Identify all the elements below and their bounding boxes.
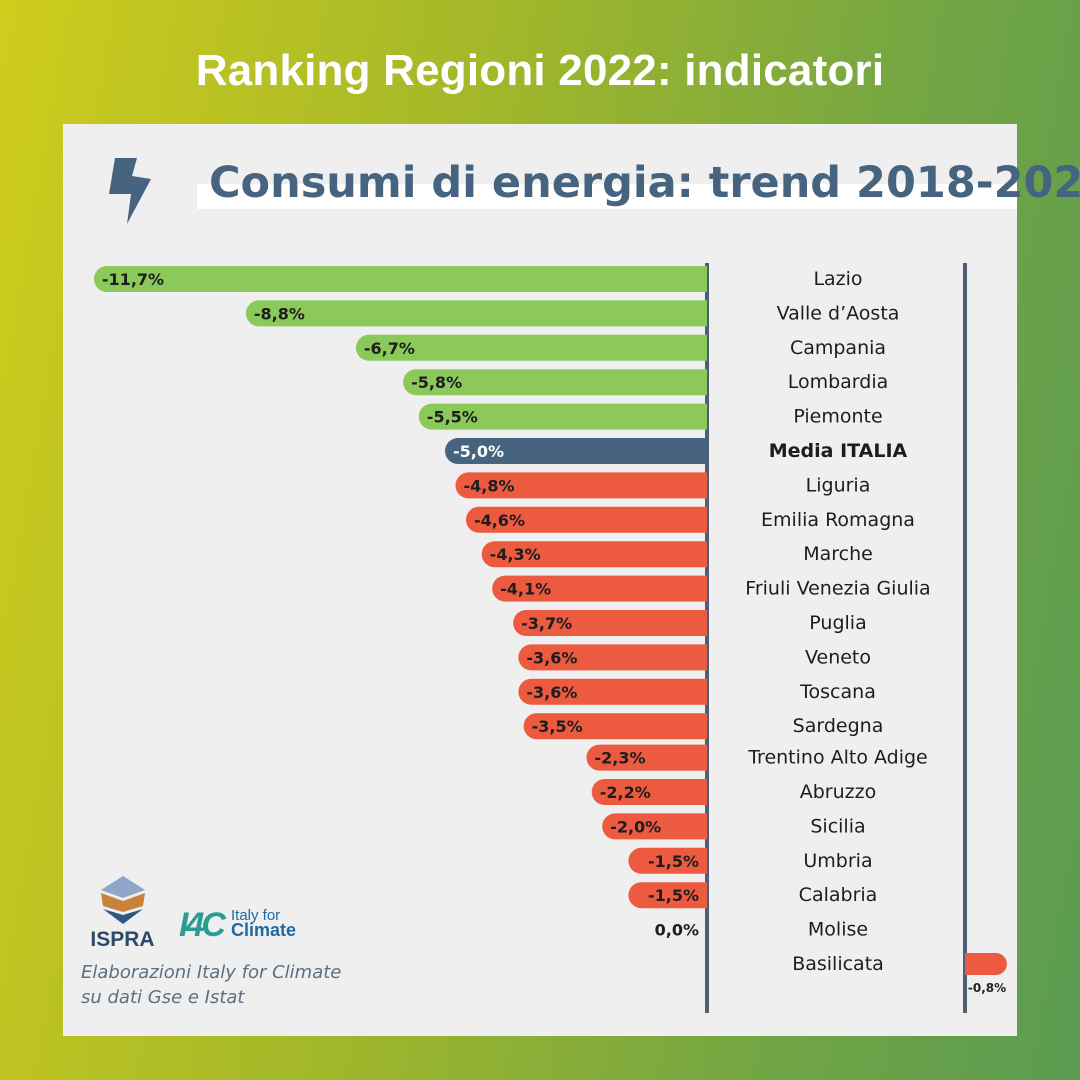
category-label-20: Basilicata: [792, 953, 884, 975]
bar-16: [602, 813, 707, 840]
category-label-5: Media ITALIA: [769, 440, 908, 462]
category-label-17: Umbria: [803, 850, 872, 872]
source-line-2: su dati Gse e Istat: [81, 987, 245, 1008]
category-label-3: Lombardia: [788, 371, 889, 393]
source-note: Elaborazioni Italy for Climate su dati G…: [81, 960, 411, 1010]
chart-card: Consumi di energia: trend 2018-2020 -11,…: [63, 124, 1080, 1036]
bar-1: [245, 300, 708, 327]
bar-value-label-5: -5,0%: [453, 442, 504, 461]
bar-4: [418, 403, 707, 430]
category-label-10: Puglia: [809, 612, 866, 634]
bar-value-label-2: -6,7%: [364, 339, 415, 358]
bar-value-label-18: -1,5%: [648, 886, 699, 905]
bar-9: [492, 575, 707, 602]
category-label-8: Marche: [803, 543, 873, 565]
bar-20: [965, 953, 1007, 975]
bar-value-label-0: -11,7%: [102, 270, 164, 289]
category-label-9: Friuli Venezia Giulia: [745, 578, 930, 600]
bar-value-label-11: -3,6%: [526, 648, 577, 667]
category-label-14: Trentino Alto Adige: [747, 747, 928, 769]
bar-value-label-3: -5,8%: [411, 373, 462, 392]
bar-8: [481, 541, 707, 568]
bar-value-label-1: -8,8%: [254, 304, 305, 323]
bar-value-label-9: -4,1%: [500, 580, 551, 599]
category-label-7: Emilia Romagna: [761, 509, 915, 531]
secondary-axis-line: [963, 263, 967, 1013]
category-label-16: Sicilia: [810, 815, 865, 837]
bar-value-label-20: -0,8%: [968, 981, 1006, 995]
category-label-11: Veneto: [805, 646, 871, 668]
category-label-19: Molise: [808, 919, 868, 941]
bar-value-label-13: -3,5%: [532, 717, 583, 736]
bar-value-label-6: -4,8%: [463, 476, 514, 495]
bar-11: [518, 644, 707, 671]
bar-17: [628, 847, 707, 874]
bar-value-label-16: -2,0%: [610, 817, 661, 836]
bar-13: [523, 713, 707, 740]
bar-value-label-10: -3,7%: [521, 614, 572, 633]
bar-value-label-7: -4,6%: [474, 511, 525, 530]
category-label-12: Toscana: [799, 681, 876, 703]
bar-15: [591, 779, 707, 805]
ispra-logo-text: ISPRA: [90, 928, 155, 951]
i4c-logo-mark: I4C: [179, 906, 226, 944]
bar-14: [586, 744, 707, 771]
logos: ISPRA I4C Italy for Climate: [85, 876, 405, 956]
i4c-name-line2: Climate: [231, 920, 297, 940]
category-label-1: Valle d’Aosta: [777, 302, 900, 324]
bar-0: [93, 266, 708, 292]
bar-value-label-4: -5,5%: [427, 408, 478, 427]
bar-chart: -11,7% Lazio -8,8% Valle d’Aosta -6,7% Campan…: [93, 263, 1007, 1013]
bar-3: [403, 369, 707, 396]
bar-value-label-12: -3,6%: [526, 683, 577, 702]
bar-value-label-14: -2,3%: [594, 749, 645, 768]
lightning-bolt-icon: [109, 158, 151, 224]
bar-18: [628, 882, 707, 909]
category-label-2: Campania: [790, 337, 886, 359]
title-strip: [197, 184, 1017, 209]
source-line-1: Elaborazioni Italy for Climate: [81, 962, 342, 983]
bar-value-label-15: -2,2%: [600, 783, 651, 802]
category-label-15: Abruzzo: [800, 781, 876, 803]
header-title: Ranking Regioni 2022: indicatori: [195, 46, 885, 95]
i4c-logo-name: Italy for Climate: [231, 907, 297, 940]
bar-6: [455, 472, 707, 499]
bar-2: [355, 334, 707, 361]
chart-title: Consumi di energia: trend 2018-2020: [209, 158, 1080, 208]
bar-value-label-8: -4,3%: [490, 545, 541, 564]
bar-value-label-17: -1,5%: [648, 852, 699, 871]
main-axis-line: [705, 263, 709, 1013]
bar-5: [445, 438, 707, 464]
bar-7: [465, 506, 707, 533]
bar-12: [518, 678, 707, 705]
ispra-logo-icon: [101, 876, 145, 924]
bar-10: [513, 610, 707, 636]
category-label-6: Liguria: [806, 474, 871, 496]
category-label-4: Piemonte: [793, 406, 882, 428]
bar-value-label-19: 0,0%: [655, 921, 699, 940]
category-label-18: Calabria: [799, 884, 878, 906]
category-label-13: Sardegna: [793, 715, 884, 737]
category-label-0: Lazio: [813, 268, 862, 290]
i4c-name-line1: Italy for: [231, 907, 281, 924]
